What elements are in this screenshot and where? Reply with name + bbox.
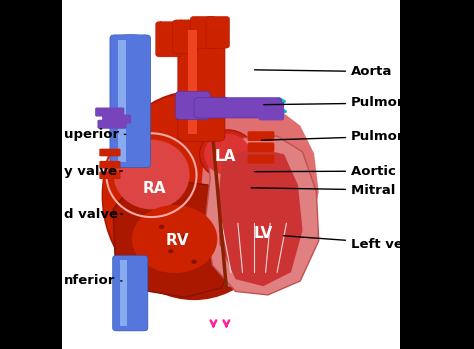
FancyBboxPatch shape bbox=[100, 161, 120, 169]
Ellipse shape bbox=[204, 134, 250, 175]
Bar bbox=[189, 30, 197, 134]
Text: Aorta: Aorta bbox=[255, 65, 392, 78]
Polygon shape bbox=[199, 98, 319, 291]
Text: y valve: y valve bbox=[64, 164, 122, 178]
Ellipse shape bbox=[132, 205, 218, 273]
Polygon shape bbox=[113, 180, 236, 297]
FancyBboxPatch shape bbox=[95, 107, 124, 117]
Ellipse shape bbox=[101, 91, 286, 300]
FancyBboxPatch shape bbox=[194, 98, 282, 118]
Ellipse shape bbox=[182, 235, 188, 239]
FancyBboxPatch shape bbox=[98, 120, 127, 129]
Text: Mitral valve: Mitral valve bbox=[251, 184, 440, 197]
Bar bbox=[63, 0, 400, 349]
Ellipse shape bbox=[191, 260, 197, 264]
FancyBboxPatch shape bbox=[190, 16, 216, 48]
FancyBboxPatch shape bbox=[102, 114, 131, 124]
FancyBboxPatch shape bbox=[206, 16, 229, 48]
FancyBboxPatch shape bbox=[155, 22, 182, 57]
Ellipse shape bbox=[168, 249, 173, 253]
Text: uperior: uperior bbox=[64, 128, 126, 141]
Text: LA: LA bbox=[215, 149, 236, 164]
FancyBboxPatch shape bbox=[110, 35, 151, 168]
FancyBboxPatch shape bbox=[113, 255, 148, 331]
FancyBboxPatch shape bbox=[259, 111, 284, 120]
Ellipse shape bbox=[113, 140, 190, 209]
FancyBboxPatch shape bbox=[247, 142, 274, 152]
FancyBboxPatch shape bbox=[259, 105, 284, 116]
FancyBboxPatch shape bbox=[100, 171, 120, 179]
FancyBboxPatch shape bbox=[175, 91, 210, 119]
Text: nferior: nferior bbox=[64, 274, 122, 288]
Text: Left ventricle: Left ventricle bbox=[283, 236, 451, 251]
Ellipse shape bbox=[159, 225, 164, 229]
Ellipse shape bbox=[107, 133, 197, 217]
Ellipse shape bbox=[210, 141, 317, 277]
Text: d valve: d valve bbox=[64, 208, 122, 221]
Bar bbox=[118, 40, 126, 162]
Text: RV: RV bbox=[166, 233, 190, 248]
Ellipse shape bbox=[103, 94, 281, 294]
Ellipse shape bbox=[115, 34, 146, 43]
Ellipse shape bbox=[104, 129, 196, 220]
Polygon shape bbox=[218, 148, 302, 286]
FancyBboxPatch shape bbox=[100, 149, 120, 156]
Text: LV: LV bbox=[254, 227, 273, 241]
Polygon shape bbox=[206, 136, 319, 295]
FancyBboxPatch shape bbox=[247, 155, 274, 164]
Ellipse shape bbox=[200, 130, 255, 179]
FancyBboxPatch shape bbox=[173, 20, 198, 53]
Bar bbox=[119, 260, 127, 326]
Text: Pulmonary: Pulmonary bbox=[264, 96, 431, 110]
FancyBboxPatch shape bbox=[247, 131, 274, 141]
Text: RA: RA bbox=[143, 181, 166, 196]
FancyBboxPatch shape bbox=[178, 23, 225, 141]
Text: Aortic valve: Aortic valve bbox=[255, 164, 440, 178]
Text: Pulmonary: Pulmonary bbox=[262, 129, 431, 143]
FancyBboxPatch shape bbox=[259, 102, 284, 112]
